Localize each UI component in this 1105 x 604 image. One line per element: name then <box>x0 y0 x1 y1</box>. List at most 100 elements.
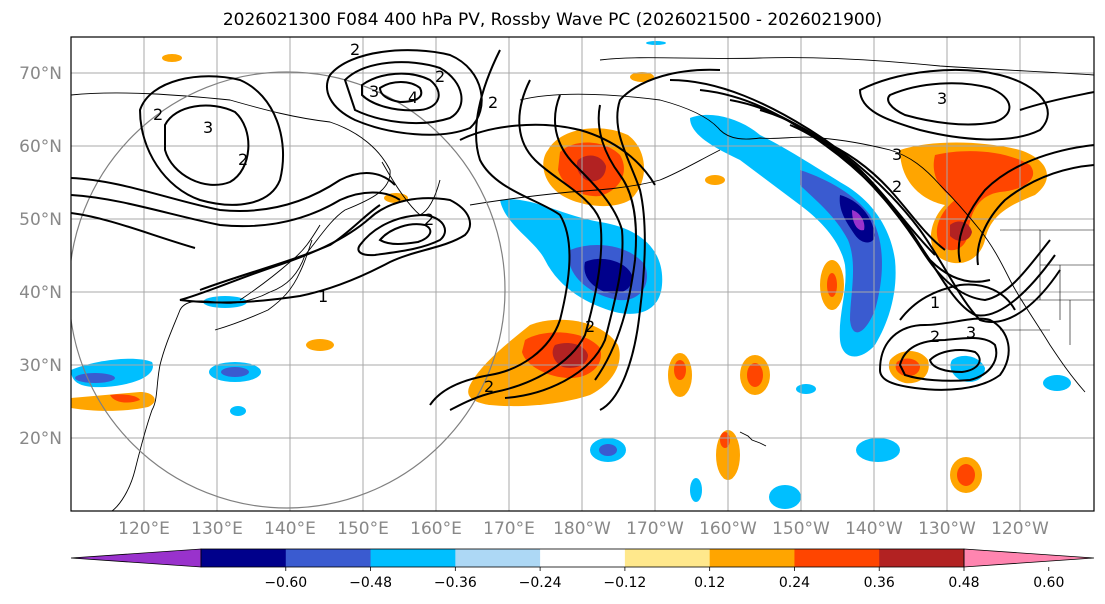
pv-contour <box>71 191 401 228</box>
pv-contour <box>343 61 463 124</box>
contour-label: 2 <box>153 105 163 124</box>
negative-anomaly-small <box>599 444 617 456</box>
colorbar-tick-label: −0.60 <box>264 575 307 591</box>
aleutian-chain <box>469 149 721 206</box>
pv-contour <box>138 75 284 206</box>
colorbar-extend-low <box>70 548 202 568</box>
pv-contour <box>858 69 1049 141</box>
lat-label: 60°N <box>19 137 62 157</box>
pv-contour <box>357 213 446 257</box>
contour-label: 2 <box>488 93 498 112</box>
lon-label: 180°W <box>553 519 611 539</box>
negative-anomaly-small <box>230 406 246 416</box>
negative-anomaly-small <box>769 485 801 509</box>
colorbar-tick-label: 0.36 <box>864 575 895 591</box>
pv-contour <box>594 104 638 381</box>
contour-label: 2 <box>435 67 445 86</box>
colorbar-segment <box>879 549 965 567</box>
contour-label: 2 <box>350 40 360 59</box>
pv-contour <box>789 124 936 256</box>
pv-contour <box>504 94 624 399</box>
colorbar-segment <box>709 549 795 567</box>
colorbar-segment <box>285 549 372 567</box>
contour-label: 2 <box>484 377 494 396</box>
contour-label: 3 <box>966 323 976 342</box>
negative-anomaly-small <box>690 478 702 502</box>
contour-label: 1 <box>930 293 940 312</box>
colorbar-tick-label: 0.12 <box>694 575 725 591</box>
contour-label: 3 <box>892 145 902 164</box>
negative-anomaly-band <box>690 114 896 357</box>
japan-coastline <box>214 239 313 331</box>
pv-contour <box>429 49 571 406</box>
positive-anomaly-small <box>674 360 686 380</box>
pv-contour <box>199 204 381 291</box>
colorbar-tick-label: −0.12 <box>603 575 646 591</box>
negative-anomaly-blob <box>950 355 985 382</box>
lon-label: 120°E <box>118 519 170 539</box>
pv-contour <box>179 197 471 304</box>
contour-label: 1 <box>318 287 328 306</box>
pv-contour <box>449 79 603 411</box>
lat-label: 30°N <box>19 356 62 376</box>
pv-contour <box>361 72 440 112</box>
lat-label: 20°N <box>19 429 62 449</box>
pv-contours <box>71 49 1094 411</box>
negative-anomaly-small <box>1043 375 1071 391</box>
contour-labels: 2 3 4 2 2 3 2 2 1 2 3 2 2 1 2 2 3 3 <box>153 40 976 396</box>
negative-anomaly-small <box>75 373 115 383</box>
pv-contour <box>1019 91 1094 111</box>
negative-anomaly-small <box>646 41 666 45</box>
pv-contour <box>71 172 396 212</box>
positive-anomaly-small <box>957 464 975 486</box>
pv-contour <box>957 144 1094 263</box>
lat-label: 70°N <box>19 64 62 84</box>
map-frame <box>70 36 1095 512</box>
lon-label: 140°E <box>264 519 316 539</box>
map-title: 2026021300 F084 400 hPa PV, Rossby Wave … <box>222 10 883 30</box>
colorbar-segment <box>624 549 711 567</box>
colorbar-tick-label: −0.24 <box>519 575 562 591</box>
pv-contour <box>599 68 721 411</box>
pv-contour <box>378 81 423 104</box>
pv-contour <box>878 317 1010 391</box>
pv-contour <box>976 164 1094 266</box>
positive-anomaly-small <box>827 273 837 297</box>
lon-label: 160°W <box>699 519 757 539</box>
map-gridlines <box>71 37 1094 511</box>
positive-anomaly-core <box>895 358 920 377</box>
negative-anomaly-small <box>796 384 816 394</box>
colorbar-frame <box>200 548 965 568</box>
colorbar-segment <box>540 549 626 567</box>
alaska-coastline <box>519 93 1086 393</box>
pv-contour <box>326 49 483 136</box>
reference-circle <box>71 71 506 509</box>
negative-anomaly-small <box>221 367 249 377</box>
contour-label: 3 <box>203 118 213 137</box>
lon-label: 170°W <box>626 519 684 539</box>
contour-label: 3 <box>937 89 947 108</box>
pv-contour <box>899 283 1016 321</box>
lat-label: 40°N <box>19 283 62 303</box>
colorbar-segment <box>455 549 541 567</box>
colorbar-tick-label: 0.60 <box>1033 575 1064 591</box>
colorbar-segment <box>201 549 287 567</box>
positive-anomaly-small <box>110 394 140 403</box>
latitude-labels: 70°N 60°N 50°N 40°N 30°N 20°N <box>19 64 62 449</box>
positive-anomaly-small <box>747 363 763 387</box>
us-state-borders <box>1000 229 1094 345</box>
contour-label: 3 <box>369 82 379 101</box>
positive-anomaly-small <box>306 339 334 351</box>
pv-contour <box>459 123 656 186</box>
lon-label: 130°W <box>918 519 976 539</box>
colorbar-segment <box>794 549 880 567</box>
pv-contour <box>898 337 998 382</box>
pv-contour <box>928 349 981 374</box>
positive-anomaly-small <box>630 72 654 82</box>
lon-label: 120°W <box>991 519 1049 539</box>
lon-label: 140°W <box>845 519 903 539</box>
lon-label: 130°E <box>191 519 243 539</box>
colorbar-tick-label: 0.48 <box>948 575 979 591</box>
asia-coastline <box>71 92 391 511</box>
